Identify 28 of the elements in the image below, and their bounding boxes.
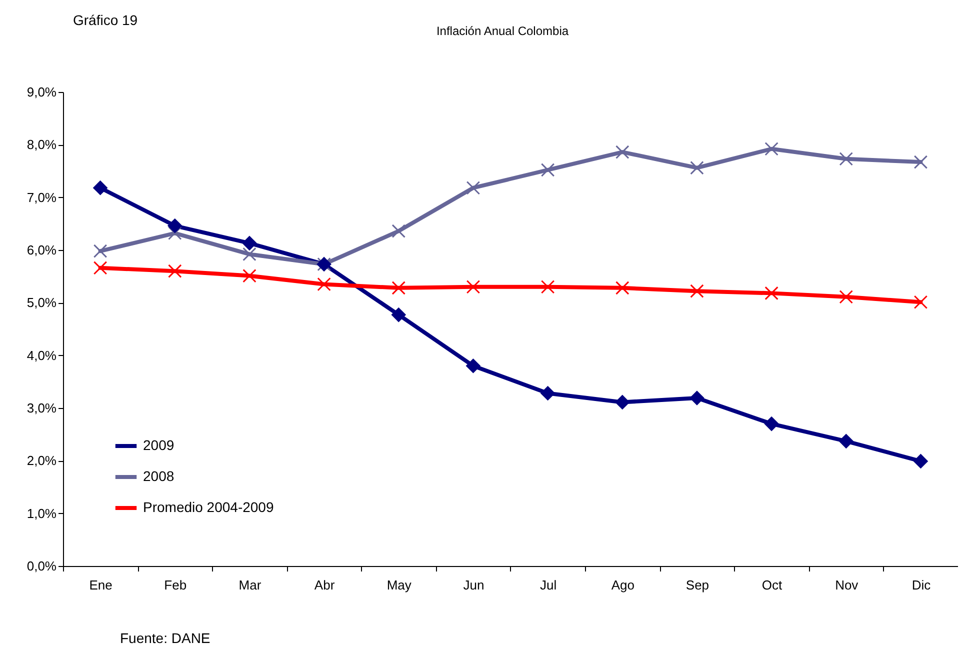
legend-label: 2009 — [143, 437, 174, 453]
x-tick-label: Feb — [164, 578, 187, 592]
source-note: Fuente: DANE — [120, 630, 210, 646]
y-tick-label: 6,0% — [26, 242, 57, 258]
text: Gráfico 19 — [73, 12, 138, 28]
y-tick-label: 1,0% — [26, 506, 57, 521]
x-tick-label: Ene — [89, 578, 112, 592]
x-tick-label: Dic — [912, 578, 932, 592]
y-tick-label: 8,0% — [26, 137, 57, 152]
y-tick-label: 3,0% — [26, 400, 57, 416]
x-tick-label: Nov — [835, 578, 859, 592]
y-tick-label: 7,0% — [26, 190, 57, 205]
x-tick-label: Ago — [611, 578, 634, 592]
y-tick-label: 0,0% — [26, 558, 57, 574]
x-tick-label: Abr — [314, 578, 336, 592]
x-tick-label: May — [386, 578, 412, 592]
y-tick-label: 2,0% — [26, 453, 57, 468]
legend-label: 2008 — [143, 468, 174, 484]
x-tick-label: Jul — [540, 578, 557, 592]
x-tick-label: Jun — [463, 578, 484, 592]
chart-title: Inflación Anual Colombia — [436, 24, 569, 38]
legend-label: Promedio 2004-2009 — [143, 499, 274, 515]
y-tick-label: 5,0% — [26, 295, 57, 310]
x-tick-label: Mar — [238, 578, 262, 592]
x-tick-label: Oct — [762, 578, 783, 592]
y-tick-label: 4,0% — [26, 348, 57, 363]
x-tick-label: Sep — [686, 578, 710, 592]
y-tick-label: 9,0% — [26, 84, 57, 100]
